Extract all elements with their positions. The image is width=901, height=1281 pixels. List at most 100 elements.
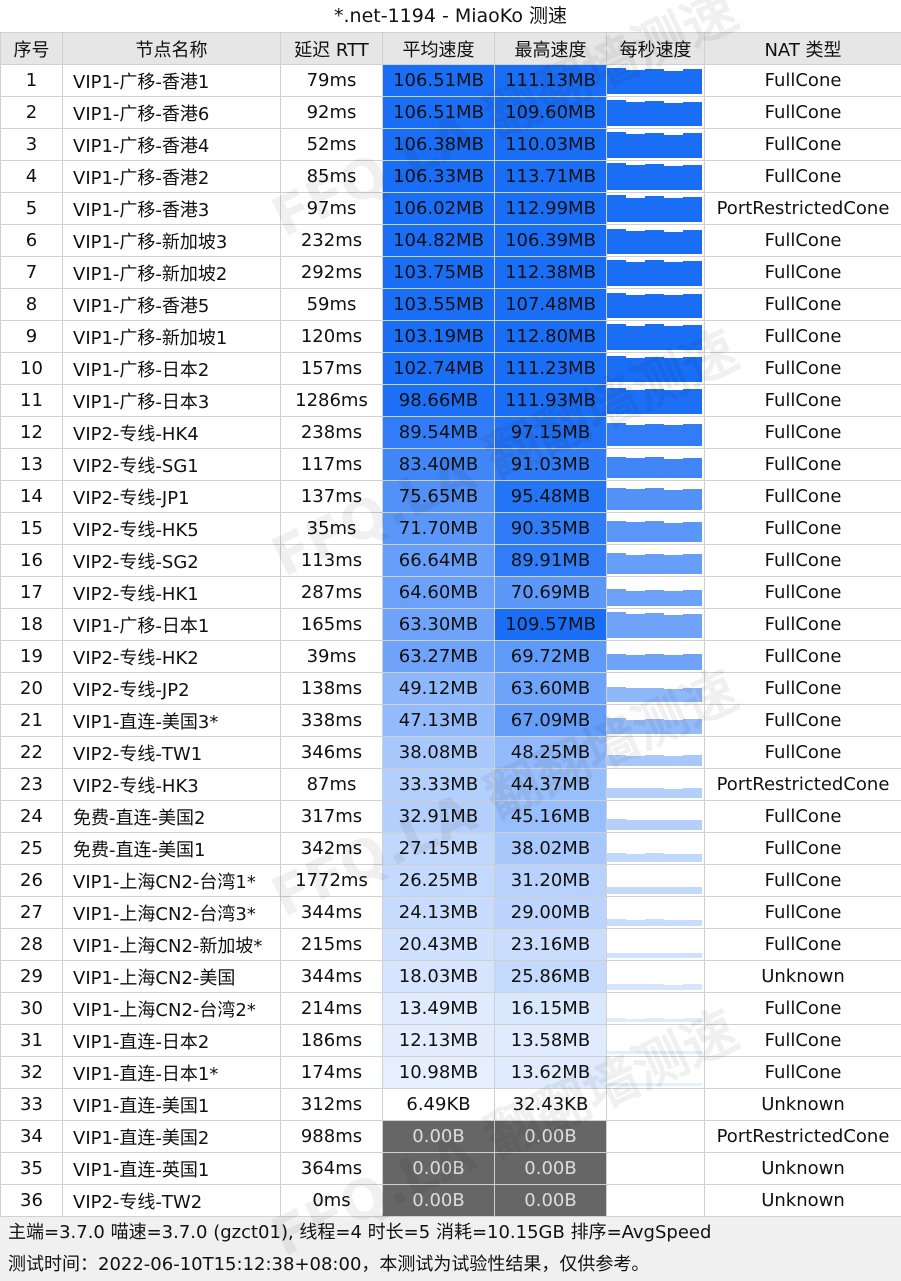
- cell-max-speed: 95.48MB: [495, 481, 607, 513]
- per-second-bar: [645, 919, 664, 926]
- per-second-sparkline: [607, 385, 704, 416]
- cell-nat-type: Unknown: [705, 1089, 901, 1121]
- cell-per-second: [607, 65, 705, 97]
- cell-node-name: VIP2-专线-SG1: [63, 449, 281, 481]
- cell-per-second: [607, 289, 705, 321]
- cell-avg-speed: 98.66MB: [383, 385, 495, 417]
- cell-max-speed: 106.39MB: [495, 225, 607, 257]
- cell-nat-type: FullCone: [705, 673, 901, 705]
- cell-max-speed: 67.09MB: [495, 705, 607, 737]
- cell-max-speed: 13.62MB: [495, 1057, 607, 1089]
- per-second-bar: [664, 295, 683, 318]
- cell-node-name: VIP1-上海CN2-台湾2*: [63, 993, 281, 1025]
- per-second-bar: [645, 69, 664, 94]
- cell-max-speed: 44.37MB: [495, 769, 607, 801]
- per-second-sparkline: [607, 257, 704, 288]
- per-second-bar: [645, 324, 664, 350]
- per-second-bar: [626, 165, 645, 190]
- per-second-bar: [607, 687, 626, 702]
- per-second-bar: [645, 457, 664, 478]
- cell-max-speed: 109.60MB: [495, 97, 607, 129]
- per-second-bar: [683, 197, 702, 222]
- cell-node-name: VIP1-广移-日本3: [63, 385, 281, 417]
- per-second-bar: [683, 984, 702, 990]
- cell-index: 5: [1, 193, 63, 225]
- per-second-sparkline: [607, 129, 704, 160]
- cell-max-speed: 29.00MB: [495, 897, 607, 929]
- per-second-bar: [645, 133, 664, 158]
- per-second-bar: [607, 260, 626, 286]
- cell-rtt: 79ms: [281, 65, 383, 97]
- cell-max-speed: 111.13MB: [495, 65, 607, 97]
- per-second-bar: [645, 230, 664, 254]
- per-second-bar: [645, 554, 664, 574]
- cell-node-name: VIP1-广移-新加坡2: [63, 257, 281, 289]
- per-second-bar: [664, 262, 683, 286]
- cell-nat-type: Unknown: [705, 1185, 901, 1217]
- per-second-bar: [626, 198, 645, 222]
- per-second-bar: [607, 163, 626, 190]
- cell-max-speed: 63.60MB: [495, 673, 607, 705]
- per-second-bar: [607, 1051, 626, 1054]
- per-second-sparkline: [607, 801, 704, 832]
- cell-rtt: 1772ms: [281, 865, 383, 897]
- per-second-sparkline: [607, 865, 704, 896]
- cell-index: 26: [1, 865, 63, 897]
- cell-per-second: [607, 929, 705, 961]
- cell-avg-speed: 0.00B: [383, 1121, 495, 1153]
- cell-rtt: 59ms: [281, 289, 383, 321]
- per-second-bar: [626, 295, 645, 318]
- cell-max-speed: 25.86MB: [495, 961, 607, 993]
- cell-per-second: [607, 161, 705, 193]
- per-second-bar: [645, 1051, 664, 1054]
- per-second-bar: [626, 70, 645, 94]
- cell-nat-type: FullCone: [705, 833, 901, 865]
- cell-nat-type: FullCone: [705, 545, 901, 577]
- per-second-bar: [683, 261, 702, 286]
- cell-index: 1: [1, 65, 63, 97]
- per-second-bar: [626, 984, 645, 990]
- cell-node-name: VIP1-广移-香港4: [63, 129, 281, 161]
- cell-node-name: VIP1-上海CN2-美国: [63, 961, 281, 993]
- cell-max-speed: 89.91MB: [495, 545, 607, 577]
- cell-avg-speed: 18.03MB: [383, 961, 495, 993]
- cell-nat-type: FullCone: [705, 481, 901, 513]
- cell-index: 21: [1, 705, 63, 737]
- cell-rtt: 138ms: [281, 673, 383, 705]
- cell-per-second: [607, 865, 705, 897]
- per-second-bar: [645, 820, 664, 830]
- cell-index: 4: [1, 161, 63, 193]
- per-second-bar: [664, 490, 683, 510]
- per-second-bar: [607, 919, 626, 926]
- per-second-bar: [607, 195, 626, 222]
- per-second-sparkline: [607, 545, 704, 576]
- per-second-bar: [683, 654, 702, 670]
- per-second-bar: [683, 389, 702, 414]
- cell-node-name: VIP1-直连-日本1*: [63, 1057, 281, 1089]
- per-second-bar: [626, 1019, 645, 1022]
- per-second-bar: [664, 1051, 683, 1054]
- report-title: *.net-1194 - MiaoKo 测速: [0, 0, 901, 33]
- cell-nat-type: FullCone: [705, 353, 901, 385]
- per-second-bar: [607, 984, 626, 990]
- cell-avg-speed: 20.43MB: [383, 929, 495, 961]
- cell-avg-speed: 102.74MB: [383, 353, 495, 385]
- cell-max-speed: 112.99MB: [495, 193, 607, 225]
- per-second-bar: [626, 688, 645, 702]
- per-second-bar: [626, 788, 645, 798]
- per-second-bar: [607, 887, 626, 894]
- cell-avg-speed: 106.51MB: [383, 97, 495, 129]
- per-second-bar: [664, 71, 683, 94]
- per-second-bar: [683, 688, 702, 702]
- cell-nat-type: FullCone: [705, 289, 901, 321]
- report-footer: 主端=3.7.0 喵速=3.7.0 (gzct01), 线程=4 时长=5 消耗…: [0, 1216, 901, 1281]
- per-second-bar: [645, 788, 664, 798]
